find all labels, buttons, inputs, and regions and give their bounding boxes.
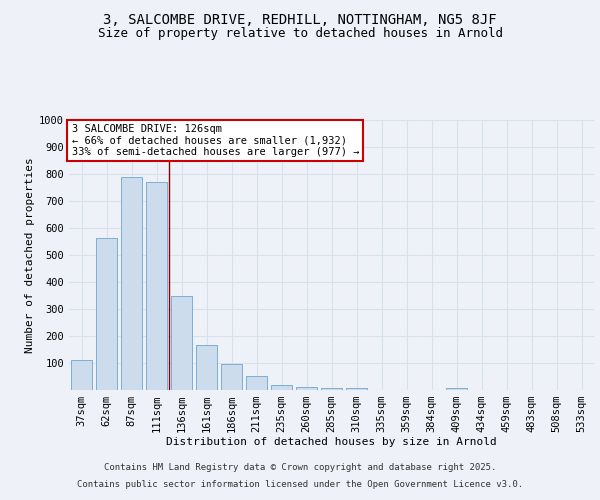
Bar: [346, 388, 367, 390]
Text: 3, SALCOMBE DRIVE, REDHILL, NOTTINGHAM, NG5 8JF: 3, SALCOMBE DRIVE, REDHILL, NOTTINGHAM, …: [103, 12, 497, 26]
Bar: [271, 385, 292, 390]
Text: Contains public sector information licensed under the Open Government Licence v3: Contains public sector information licen…: [77, 480, 523, 489]
Text: 3 SALCOMBE DRIVE: 126sqm
← 66% of detached houses are smaller (1,932)
33% of sem: 3 SALCOMBE DRIVE: 126sqm ← 66% of detach…: [71, 124, 359, 157]
Bar: [71, 360, 92, 390]
Bar: [296, 387, 317, 390]
Bar: [221, 364, 242, 390]
Bar: [246, 376, 267, 390]
Bar: [196, 346, 217, 390]
Bar: [121, 176, 142, 390]
Bar: [446, 388, 467, 390]
X-axis label: Distribution of detached houses by size in Arnold: Distribution of detached houses by size …: [166, 436, 497, 446]
Bar: [146, 182, 167, 390]
Text: Size of property relative to detached houses in Arnold: Size of property relative to detached ho…: [97, 28, 503, 40]
Bar: [321, 388, 342, 390]
Y-axis label: Number of detached properties: Number of detached properties: [25, 157, 35, 353]
Bar: [171, 296, 192, 390]
Bar: [96, 238, 117, 390]
Text: Contains HM Land Registry data © Crown copyright and database right 2025.: Contains HM Land Registry data © Crown c…: [104, 464, 496, 472]
